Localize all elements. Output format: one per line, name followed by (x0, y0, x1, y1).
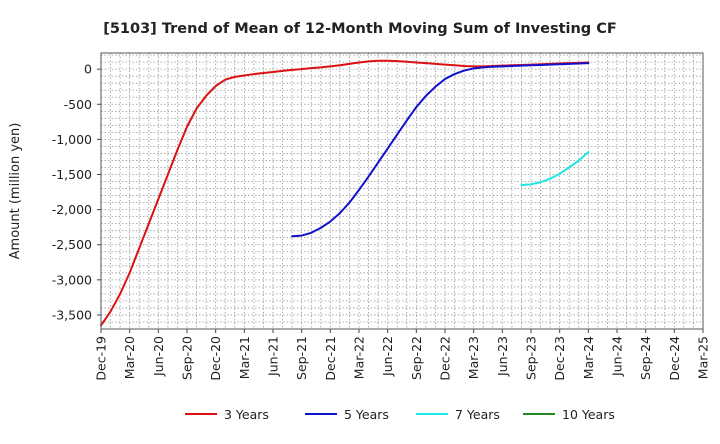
plot-area: 0 -500 -1,000 -1,500 -2,000 -2,500 -3,000 -3,50… (52, 52, 711, 381)
x-tick-label: Dec-22 (438, 336, 453, 381)
y-tick-label: -1,000 (52, 132, 92, 147)
x-tick-label: Mar-25 (696, 336, 711, 379)
y-tick-label: -3,000 (52, 272, 92, 287)
x-tick-label: Mar-20 (122, 336, 137, 379)
x-tick-label: Mar-21 (237, 336, 252, 379)
legend-label: 7 Years (455, 407, 500, 422)
x-tick-label: Dec-20 (208, 336, 223, 381)
chart-title: [5103] Trend of Mean of 12-Month Moving … (103, 21, 617, 37)
series-line-5-years (291, 62, 590, 238)
y-tick-label: -1,500 (52, 167, 92, 182)
y-tick-label: -2,500 (52, 237, 92, 252)
legend-label: 3 Years (224, 407, 269, 422)
y-tick-label: -3,500 (52, 307, 92, 322)
y-tick-label: -500 (64, 97, 92, 112)
y-tick-label: -2,000 (52, 202, 92, 217)
x-tick-label: Sep-23 (524, 336, 539, 380)
legend-label: 5 Years (344, 407, 389, 422)
x-tick-label: Jun-24 (610, 336, 625, 377)
x-tick-label: Jun-21 (266, 336, 281, 377)
x-tick-label: Jun-23 (495, 336, 510, 377)
x-tick-label: Mar-24 (581, 336, 596, 379)
x-tick-label: Jun-22 (380, 336, 395, 377)
legend: 3 Years 5 Years 7 Years 10 Years (185, 407, 615, 422)
x-tick-label: Dec-23 (552, 336, 567, 381)
y-axis-label: Amount (million yen) (8, 123, 23, 260)
x-tick-label: Mar-22 (352, 336, 367, 379)
x-tick-label: Jun-20 (151, 336, 166, 377)
x-tick-label: Sep-24 (638, 336, 653, 380)
y-tick-label: 0 (84, 62, 92, 77)
x-tick-label: Sep-21 (294, 336, 309, 380)
x-tick-label: Dec-19 (94, 336, 109, 381)
x-tick-label: Sep-20 (180, 336, 195, 380)
x-tick-label: Dec-21 (323, 336, 338, 381)
series-line-7-years (520, 151, 590, 187)
x-tick-label: Sep-22 (409, 336, 424, 380)
plot-background (101, 53, 703, 329)
legend-label: 10 Years (562, 407, 615, 422)
x-tick-label: Dec-24 (667, 336, 682, 381)
plot-frame (100, 52, 704, 330)
x-tick-label: Mar-23 (466, 336, 481, 379)
